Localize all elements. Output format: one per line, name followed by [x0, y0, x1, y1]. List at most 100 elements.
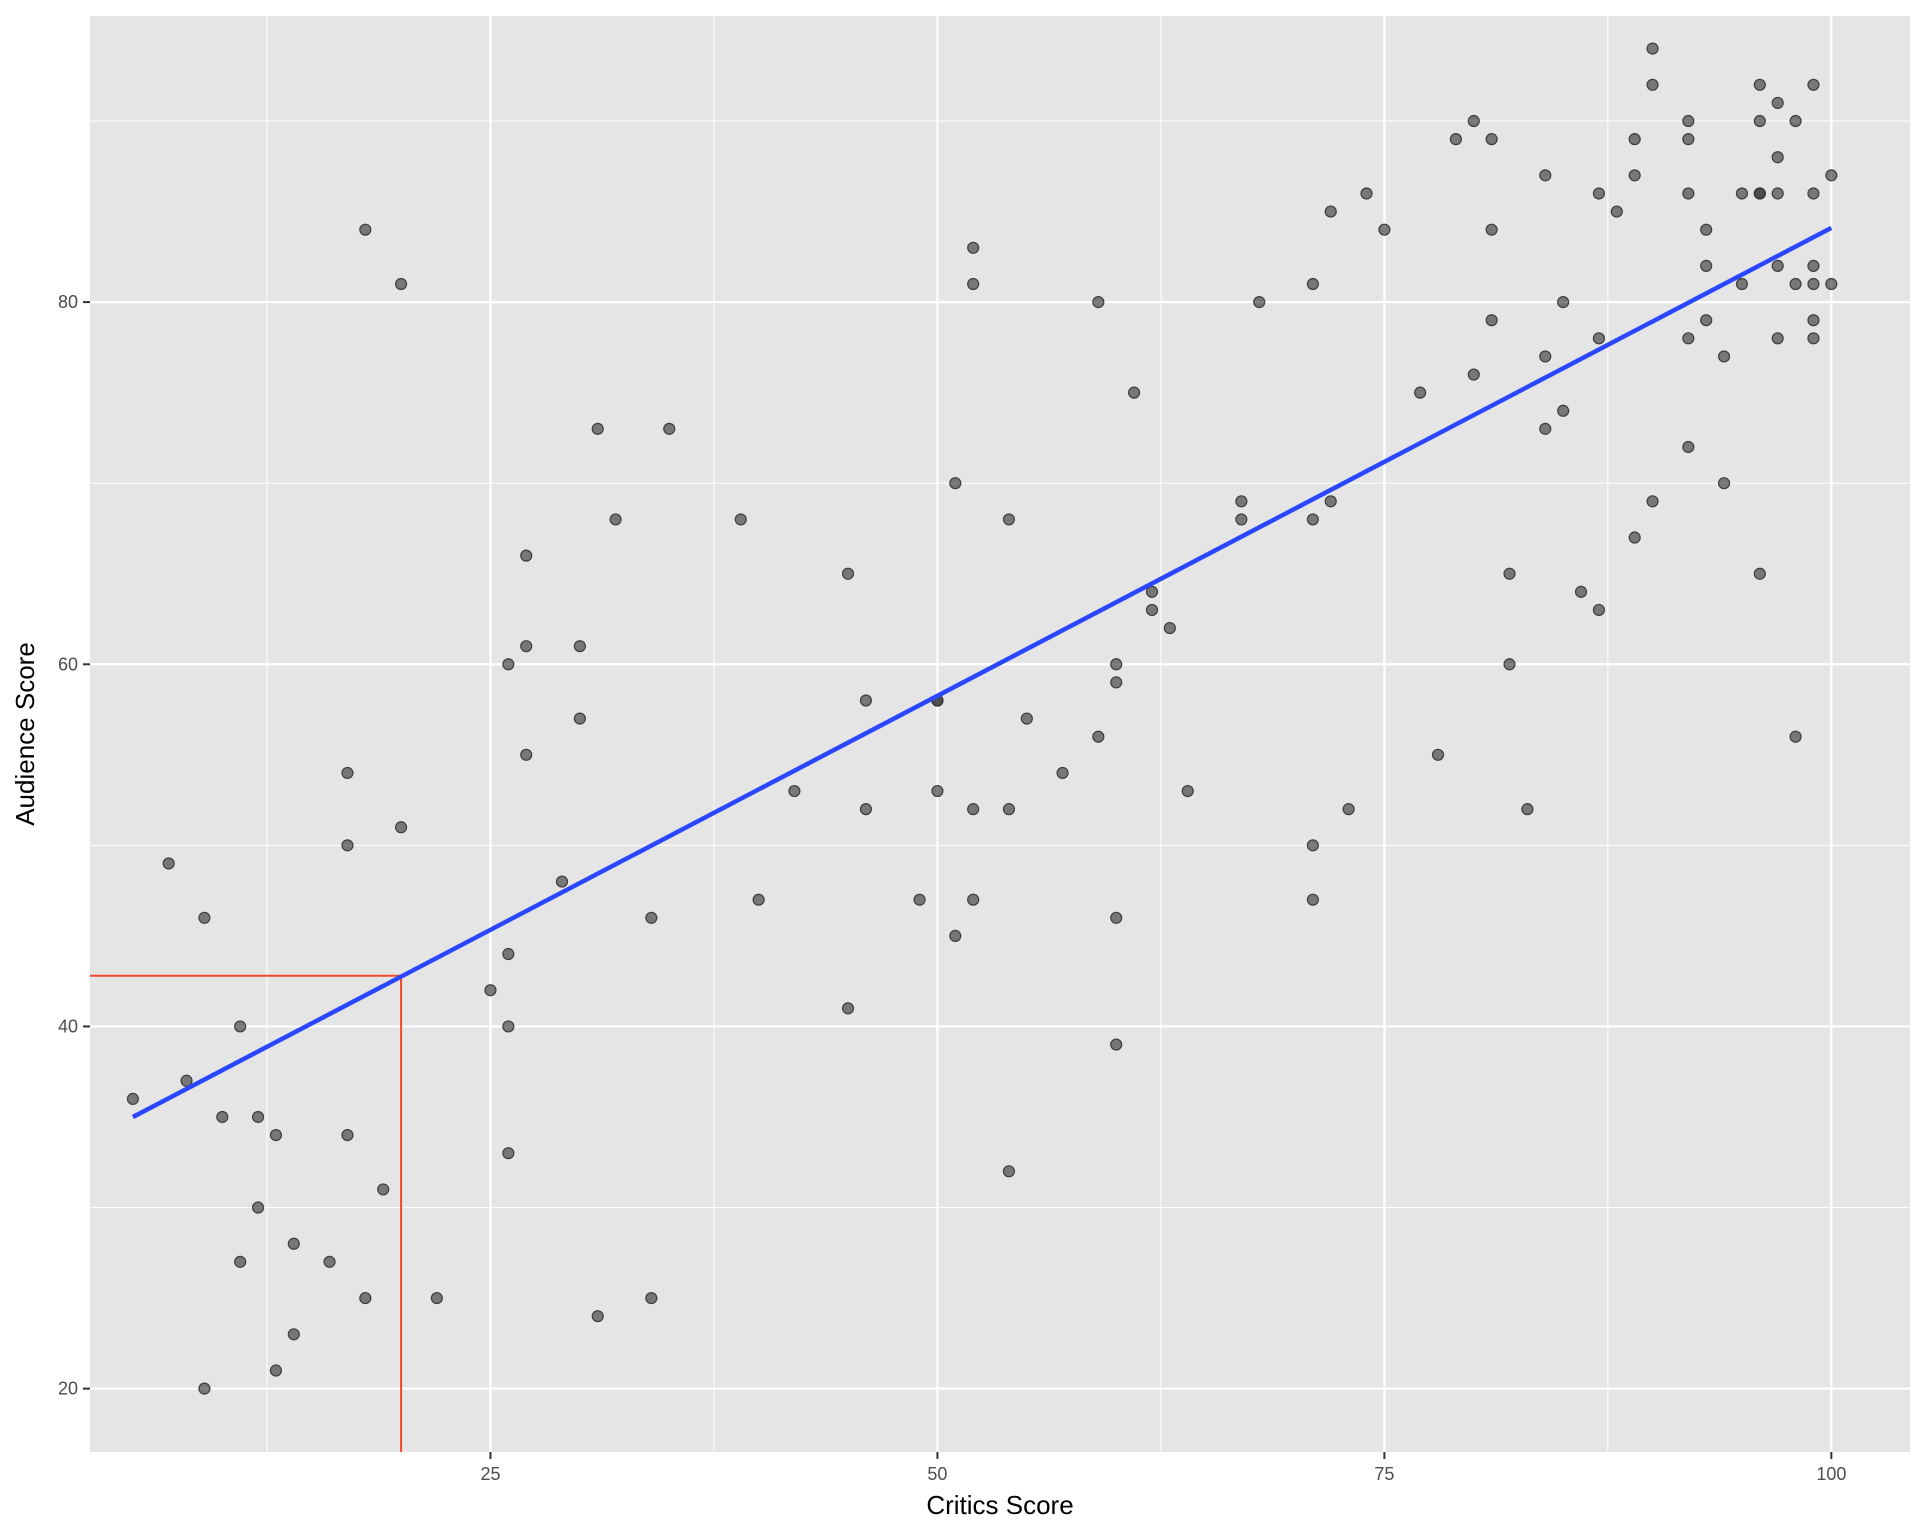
data-point [1700, 259, 1713, 272]
data-point [1771, 96, 1784, 110]
data-point [484, 984, 497, 997]
data-point [1771, 259, 1784, 272]
data-point [198, 911, 211, 924]
regression-fit-line [131, 225, 1833, 1119]
data-point [1682, 440, 1695, 454]
data-point [1646, 78, 1659, 91]
data-point [1306, 513, 1319, 526]
data-point [949, 929, 962, 943]
data-point [1306, 893, 1319, 906]
data-point [788, 784, 801, 798]
data-point [1592, 603, 1606, 617]
data-point [1807, 314, 1820, 327]
data-point [734, 513, 747, 526]
data-point [573, 640, 586, 653]
data-point [555, 875, 569, 888]
data-point [394, 821, 408, 834]
data-point [1789, 730, 1802, 743]
data-point [377, 1183, 390, 1196]
data-point [949, 477, 962, 490]
data-point [1306, 277, 1319, 291]
data-point [1378, 223, 1391, 236]
data-points [126, 42, 1838, 1395]
data-point [287, 1328, 300, 1341]
x-tick-label: 100 [1816, 1464, 1846, 1484]
data-point [502, 1020, 515, 1033]
data-point [1539, 350, 1552, 363]
data-point [1181, 784, 1194, 798]
data-point [234, 1255, 247, 1268]
data-point [1646, 495, 1659, 508]
data-point [1682, 187, 1695, 200]
data-point [1646, 42, 1659, 55]
data-point [1771, 332, 1784, 345]
data-point [234, 1020, 247, 1033]
data-point [752, 893, 765, 906]
data-point [359, 1291, 372, 1305]
major-gridlines [90, 16, 1910, 1452]
data-point [1592, 332, 1606, 345]
data-point [1592, 187, 1606, 200]
data-point [645, 1291, 658, 1305]
data-point [502, 1147, 515, 1160]
data-point [1521, 803, 1534, 816]
data-point [1449, 133, 1462, 146]
data-point [1807, 332, 1820, 345]
y-tick-label: 80 [58, 292, 78, 312]
data-point [394, 277, 408, 291]
data-point [859, 803, 873, 816]
x-axis-ticks: 25 50 75 100 [480, 1452, 1846, 1484]
data-point [287, 1237, 300, 1250]
data-point [1574, 585, 1588, 598]
data-point [1717, 477, 1731, 490]
data-point [1700, 223, 1713, 236]
data-point [859, 694, 873, 707]
data-point [1628, 531, 1641, 544]
data-point [1807, 187, 1820, 200]
data-point [359, 223, 372, 236]
data-point [1324, 205, 1337, 218]
data-point [341, 839, 354, 852]
data-point [1682, 114, 1695, 128]
data-point [1145, 603, 1159, 617]
data-point [1753, 187, 1766, 200]
data-point [162, 857, 175, 870]
data-point [1002, 803, 1016, 816]
data-point [1807, 259, 1820, 272]
data-point [269, 1129, 283, 1142]
data-point [1467, 368, 1480, 381]
data-point [1020, 712, 1033, 725]
data-point [1771, 151, 1784, 164]
data-point [1145, 585, 1159, 598]
data-point [967, 803, 980, 816]
data-point [967, 893, 980, 906]
data-point [1628, 169, 1641, 182]
data-point [967, 277, 980, 291]
data-point [1682, 332, 1695, 345]
data-point [1002, 1165, 1016, 1178]
data-point [1110, 1038, 1123, 1051]
data-point [1485, 314, 1498, 327]
data-point [1503, 658, 1516, 671]
data-point [1092, 296, 1105, 309]
data-point [1110, 911, 1123, 924]
data-point [341, 766, 354, 780]
data-point [1807, 78, 1820, 91]
data-point [967, 241, 980, 254]
data-point [1628, 133, 1641, 146]
x-tick-label: 50 [927, 1464, 947, 1484]
data-point [502, 947, 515, 961]
data-point [1110, 658, 1123, 671]
data-point [198, 1382, 211, 1395]
data-point [645, 911, 658, 924]
data-point [1414, 386, 1427, 399]
data-point [430, 1291, 443, 1305]
y-axis-title: Audience Score [10, 642, 40, 826]
data-point [1092, 730, 1105, 743]
data-point [1735, 277, 1749, 291]
data-point [1110, 676, 1123, 689]
data-point [1539, 169, 1552, 182]
y-axis-ticks: 20 40 60 80 [58, 292, 90, 1399]
data-point [520, 748, 533, 761]
data-point [1610, 205, 1623, 218]
